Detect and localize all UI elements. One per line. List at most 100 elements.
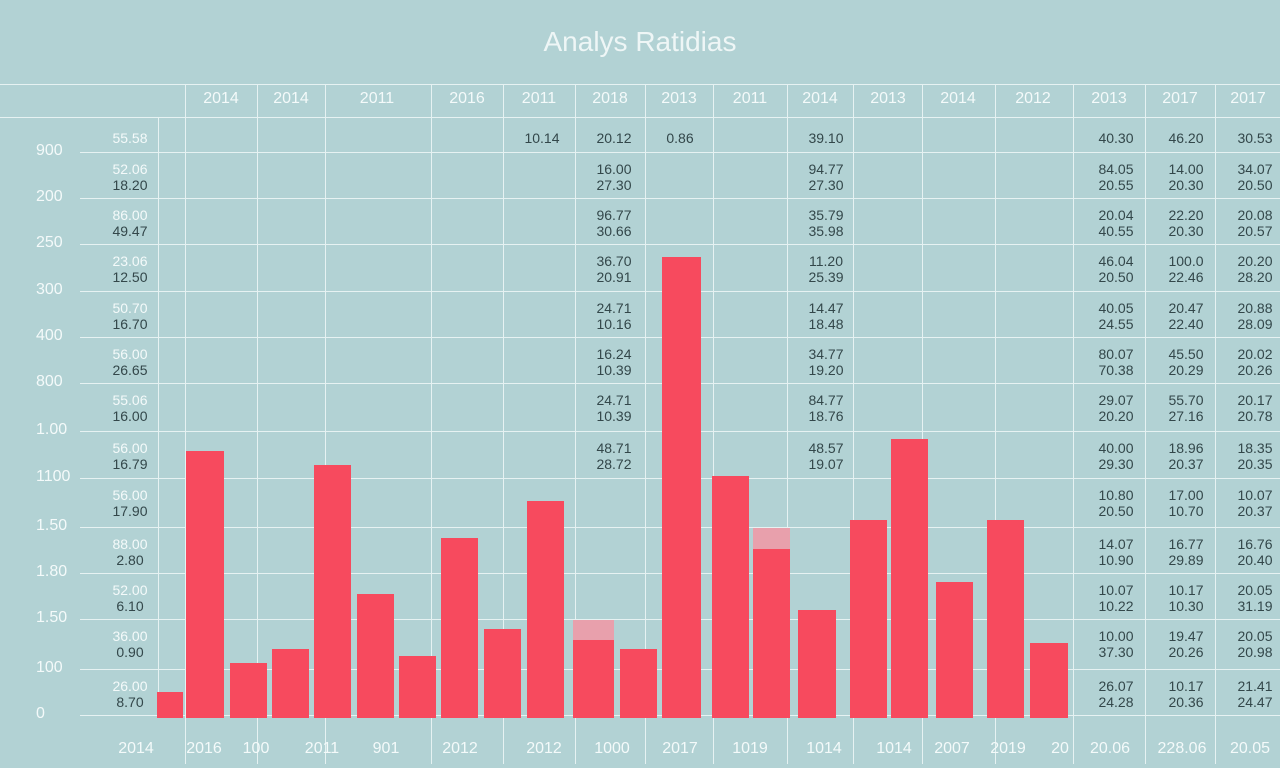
x-tick-label: 901 bbox=[372, 740, 400, 757]
cell-value: 20.08 bbox=[1237, 207, 1273, 223]
cell-value: 37.30 bbox=[1098, 644, 1134, 660]
cell-value: 28.20 bbox=[1237, 269, 1273, 285]
table-cell: 18.35 20.35 bbox=[1225, 440, 1280, 472]
cell-value: 55.70 bbox=[1168, 392, 1204, 408]
bar bbox=[712, 476, 749, 718]
table-cell: 30.53 bbox=[1225, 130, 1280, 146]
cell-value: 20.17 bbox=[1237, 392, 1273, 408]
cell-value: 20.47 bbox=[1168, 300, 1204, 316]
table-cell: 56.00 26.65 bbox=[100, 346, 160, 378]
x-tick-label: 100 bbox=[242, 740, 270, 757]
y-tick-label: 1.00 bbox=[36, 421, 68, 438]
gridline bbox=[80, 152, 1280, 153]
cell-value: 0.86 bbox=[666, 130, 694, 146]
cell-value: 25.39 bbox=[808, 269, 844, 285]
table-cell: 10.14 bbox=[512, 130, 572, 146]
cell-value: 10.00 bbox=[1098, 628, 1134, 644]
cell-value: 55.58 bbox=[112, 130, 148, 146]
cell-value: 24.47 bbox=[1237, 694, 1273, 710]
cell-value: 24.71 bbox=[596, 392, 632, 408]
header-label: 2014 bbox=[203, 90, 239, 107]
cell-value: 56.00 bbox=[112, 487, 148, 503]
bar bbox=[891, 439, 928, 718]
cell-value: 48.57 bbox=[808, 440, 844, 456]
cell-value: 46.04 bbox=[1098, 253, 1134, 269]
gridline bbox=[1145, 84, 1146, 764]
cell-value: 22.20 bbox=[1168, 207, 1204, 223]
cell-value: 10.30 bbox=[1168, 598, 1204, 614]
cell-value: 14.00 bbox=[1168, 161, 1204, 177]
table-cell: 55.70 27.16 bbox=[1156, 392, 1216, 424]
gridline bbox=[325, 84, 326, 764]
table-cell: 10.07 20.37 bbox=[1225, 487, 1280, 519]
cell-value: 10.17 bbox=[1168, 582, 1204, 598]
table-cell: 40.05 24.55 bbox=[1086, 300, 1146, 332]
cell-value: 20.26 bbox=[1237, 362, 1273, 378]
gridline bbox=[713, 84, 714, 764]
table-cell: 36.70 20.91 bbox=[584, 253, 644, 285]
x-tick-label: 2012 bbox=[442, 740, 478, 757]
table-cell: 46.04 20.50 bbox=[1086, 253, 1146, 285]
table-cell: 20.88 28.09 bbox=[1225, 300, 1280, 332]
cell-value: 27.16 bbox=[1168, 408, 1204, 424]
y-tick-label: 1.50 bbox=[36, 517, 68, 534]
cell-value: 20.91 bbox=[596, 269, 632, 285]
cell-value: 20.02 bbox=[1237, 346, 1273, 362]
gridline bbox=[431, 84, 432, 764]
bar bbox=[850, 520, 887, 718]
gridline bbox=[995, 84, 996, 764]
cell-value: 20.29 bbox=[1168, 362, 1204, 378]
x-tick-label: 2016 bbox=[186, 740, 222, 757]
cell-value: 20.37 bbox=[1168, 456, 1204, 472]
header-label: 2011 bbox=[359, 90, 395, 107]
gridline bbox=[257, 84, 258, 764]
cell-value: 20.05 bbox=[1237, 628, 1273, 644]
bar bbox=[662, 257, 701, 718]
gridline bbox=[0, 117, 1280, 118]
cell-value: 20.98 bbox=[1237, 644, 1273, 660]
cell-value: 29.30 bbox=[1098, 456, 1134, 472]
cell-value: 86.00 bbox=[112, 207, 148, 223]
cell-value: 35.98 bbox=[808, 223, 844, 239]
table-cell: 22.20 20.30 bbox=[1156, 207, 1216, 239]
cell-value: 16.76 bbox=[1237, 536, 1273, 552]
cell-value: 22.40 bbox=[1168, 316, 1204, 332]
table-cell: 20.05 31.19 bbox=[1225, 582, 1280, 614]
y-tick-label: 200 bbox=[36, 188, 63, 205]
y-tick-label: 100 bbox=[36, 659, 63, 676]
cell-value: 40.55 bbox=[1098, 223, 1134, 239]
x-tick-label: 1000 bbox=[594, 740, 630, 757]
cell-value: 10.90 bbox=[1098, 552, 1134, 568]
y-tick-label: 1.50 bbox=[36, 609, 68, 626]
cell-value: 45.50 bbox=[1168, 346, 1204, 362]
table-cell: 14.07 10.90 bbox=[1086, 536, 1146, 568]
cell-value: 27.30 bbox=[596, 177, 632, 193]
x-tick-label: 2011 bbox=[304, 740, 340, 757]
cell-value: 70.38 bbox=[1098, 362, 1134, 378]
gridline bbox=[80, 198, 1280, 199]
table-cell: 56.00 16.79 bbox=[100, 440, 160, 472]
cell-value: 20.50 bbox=[1098, 269, 1134, 285]
cell-value: 28.09 bbox=[1237, 316, 1273, 332]
table-cell: 20.47 22.40 bbox=[1156, 300, 1216, 332]
table-cell: 100.0 22.46 bbox=[1156, 253, 1216, 285]
cell-value: 20.36 bbox=[1168, 694, 1204, 710]
gridline bbox=[645, 84, 646, 764]
cell-value: 18.96 bbox=[1168, 440, 1204, 456]
cell-value: 18.48 bbox=[808, 316, 844, 332]
header-label: 2017 bbox=[1162, 90, 1198, 107]
table-cell: 80.07 70.38 bbox=[1086, 346, 1146, 378]
gridline bbox=[922, 84, 923, 764]
table-cell: 18.96 20.37 bbox=[1156, 440, 1216, 472]
y-tick-label: 250 bbox=[36, 234, 63, 251]
table-cell: 46.20 bbox=[1156, 130, 1216, 146]
table-cell: 11.20 25.39 bbox=[796, 253, 856, 285]
y-tick-label: 900 bbox=[36, 142, 63, 159]
bar bbox=[399, 656, 436, 718]
cell-value: 10.70 bbox=[1168, 503, 1204, 519]
table-cell: 84.05 20.55 bbox=[1086, 161, 1146, 193]
chart-title: Analys Ratidias bbox=[543, 26, 737, 57]
y-tick-label: 0 bbox=[36, 705, 45, 722]
gridline bbox=[158, 117, 159, 717]
table-cell: 52.00 6.10 bbox=[100, 582, 160, 614]
